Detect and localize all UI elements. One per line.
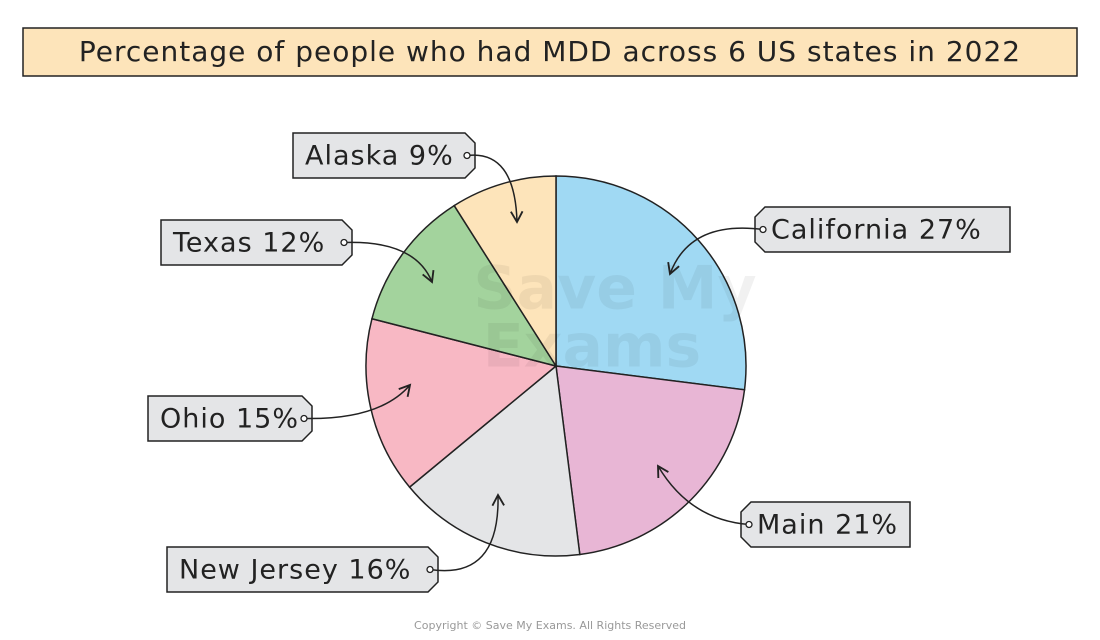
tag-box [754,206,1011,253]
tag-box [166,546,439,593]
tag-hole [759,225,767,234]
label-text: California 27% [771,214,982,245]
value-label: 21% [835,509,898,540]
value-label: 9% [409,140,454,171]
category-label: California [771,214,909,245]
label-text: Texas 12% [172,227,325,258]
label-tag: New Jersey 16% [166,493,505,593]
arrow [429,493,505,572]
pie-slice [365,317,558,489]
watermark-text: Exams [483,312,701,382]
pie [365,175,747,557]
label-text: Ohio 15% [160,403,299,434]
chart-title: Percentage of people who had MDD across … [79,35,1021,68]
category-label: Alaska [305,140,399,171]
arrow [466,154,524,224]
tag-hole [426,565,434,574]
tag-box [740,501,911,548]
label-tag: Main 21% [657,464,911,548]
watermark: Save My Exams [473,254,756,382]
label-tag: Ohio 15% [147,383,412,442]
value-label: 27% [919,214,982,245]
label-text: Main 21% [757,509,898,540]
pie-slice [453,175,557,369]
arrow [343,241,435,284]
value-label: 12% [262,227,325,258]
tag-hole [300,414,308,423]
tag-hole [745,520,753,529]
label-tag: Texas 12% [160,219,435,284]
category-label: New Jersey [179,554,339,585]
category-label: Main [757,509,825,540]
labels: California 27% Main 21% New Jersey 16% Ohio… [147,132,1011,593]
label-tag: California 27% [667,206,1011,276]
pie-slice [371,204,558,368]
value-label: 16% [348,554,411,585]
title-box [22,27,1078,77]
copyright: Copyright © Save My Exams. All Rights Re… [414,619,686,632]
label-text: New Jersey 16% [179,554,411,585]
arrow [303,383,412,420]
pie-slice [555,365,746,556]
tag-hole [463,151,471,160]
arrow [657,464,750,526]
category-label: Texas [172,227,253,258]
watermark-text: Save My [473,254,756,324]
label-tag: Alaska 9% [292,132,524,224]
tag-hole [340,238,348,247]
tag-box [160,219,353,266]
tag-box [147,395,313,442]
label-text: Alaska 9% [305,140,454,171]
pie-slice [408,364,581,557]
category-label: Ohio [160,403,226,434]
value-label: 15% [236,403,299,434]
arrow [667,227,764,276]
pie-slice [555,175,747,391]
tag-box [292,132,476,179]
